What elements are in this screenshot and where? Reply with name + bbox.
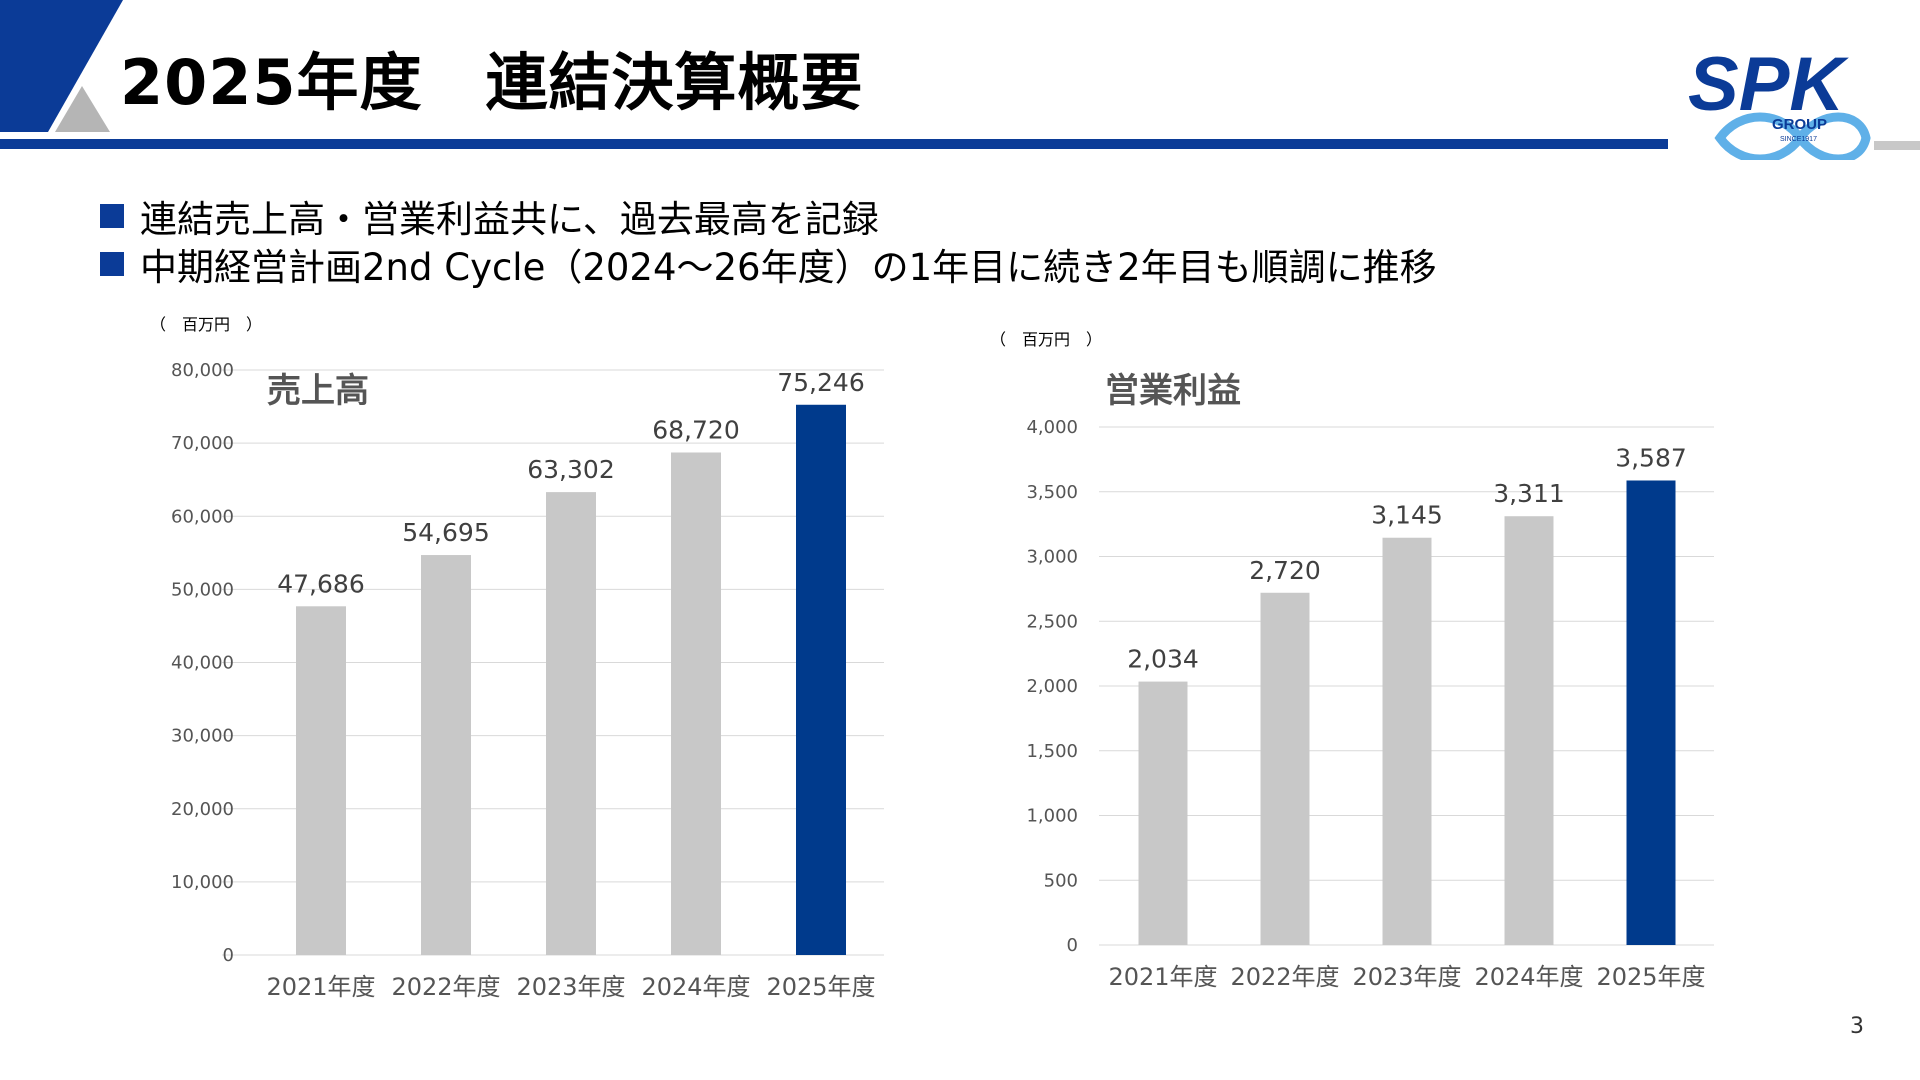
bar: [796, 404, 846, 955]
y-tick-label: 40,000: [171, 653, 234, 674]
x-tick-label: 2022年度: [1230, 963, 1339, 991]
bar: [1504, 516, 1554, 945]
page-title: 2025年度 連結決算概要: [120, 46, 864, 119]
bar: [296, 606, 346, 955]
header-divider: [0, 139, 1668, 149]
bar: [546, 492, 596, 955]
y-tick-label: 3,000: [1026, 547, 1078, 568]
bar: [1382, 537, 1432, 945]
x-tick-label: 2024年度: [1474, 963, 1583, 991]
data-label: 68,720: [652, 415, 739, 444]
data-label: 47,686: [277, 569, 364, 598]
y-tick-label: 0: [223, 945, 234, 966]
unit-label: （ 百万円 ）: [990, 330, 1102, 349]
x-tick-label: 2021年度: [266, 973, 375, 1001]
y-tick-label: 70,000: [171, 433, 234, 454]
bar: [421, 555, 471, 955]
y-tick-label: 30,000: [171, 726, 234, 747]
y-tick-label: 20,000: [171, 799, 234, 820]
x-tick-label: 2022年度: [391, 973, 500, 1001]
data-label: 2,034: [1127, 645, 1199, 674]
y-tick-label: 0: [1067, 935, 1078, 956]
header-decoration: [0, 0, 123, 132]
bullet-square-icon: [100, 252, 124, 276]
logo-text: SPK: [1688, 42, 1849, 127]
summary-bullets: 連結売上高・営業利益共に、過去最高を記録 中期経営計画2nd Cycle（202…: [100, 192, 1437, 289]
chart-title: 営業利益: [1105, 371, 1241, 411]
chart-title: 売上高: [267, 371, 369, 411]
y-tick-label: 500: [1044, 870, 1078, 891]
y-tick-label: 1,500: [1026, 741, 1078, 762]
y-tick-label: 2,500: [1026, 611, 1078, 632]
header-gray-triangle: [55, 86, 110, 132]
data-label: 63,302: [527, 455, 614, 484]
bar: [1626, 480, 1676, 945]
bar: [1138, 681, 1188, 945]
y-tick-label: 4,000: [1026, 417, 1078, 438]
data-label: 3,587: [1615, 443, 1687, 472]
x-tick-label: 2021年度: [1108, 963, 1217, 991]
logo-group-text: GROUP: [1772, 116, 1827, 133]
bullet-item: 連結売上高・営業利益共に、過去最高を記録: [100, 192, 1437, 241]
y-tick-label: 50,000: [171, 579, 234, 600]
y-tick-label: 10,000: [171, 872, 234, 893]
bar: [1260, 592, 1310, 945]
x-tick-label: 2025年度: [766, 973, 875, 1001]
bullet-square-icon: [100, 204, 124, 228]
header-divider-accent: [1874, 141, 1920, 150]
x-tick-label: 2023年度: [516, 973, 625, 1001]
bullet-item: 中期経営計画2nd Cycle（2024～26年度）の1年目に続き2年目も順調に…: [100, 240, 1437, 289]
data-label: 54,695: [402, 518, 489, 547]
page-number: 3: [1850, 1014, 1864, 1039]
y-tick-label: 2,000: [1026, 676, 1078, 697]
bullet-text: 連結売上高・営業利益共に、過去最高を記録: [140, 198, 879, 241]
data-label: 3,145: [1371, 501, 1443, 530]
data-label: 3,311: [1493, 479, 1565, 508]
logo-since-text: SINCE1917: [1780, 136, 1817, 143]
unit-label: （ 百万円 ）: [150, 315, 262, 334]
data-label: 75,246: [777, 368, 864, 397]
y-tick-label: 80,000: [171, 360, 234, 381]
data-label: 2,720: [1249, 556, 1321, 585]
y-tick-label: 1,000: [1026, 806, 1078, 827]
x-tick-label: 2023年度: [1352, 963, 1461, 991]
infinity-swoosh-icon: [1714, 112, 1871, 160]
x-tick-label: 2024年度: [641, 973, 750, 1001]
y-tick-label: 60,000: [171, 506, 234, 527]
x-tick-label: 2025年度: [1596, 963, 1705, 991]
y-tick-label: 3,500: [1026, 482, 1078, 503]
bar: [671, 452, 721, 955]
spk-group-logo: SPK GROUP SINCE1917: [1688, 42, 1871, 160]
bullet-text: 中期経営計画2nd Cycle（2024～26年度）の1年目に続き2年目も順調に…: [140, 246, 1437, 289]
header-blue-shape: [0, 0, 123, 132]
